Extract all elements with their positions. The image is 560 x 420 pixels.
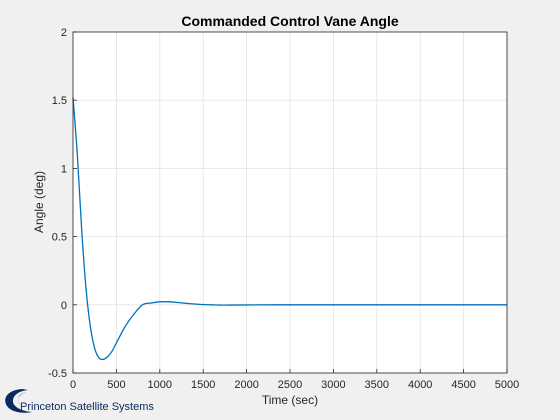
chart-title: Commanded Control Vane Angle (181, 13, 398, 29)
x-tick-label: 5000 (495, 379, 519, 391)
x-tick-label: 1000 (148, 379, 172, 391)
y-tick-label: -0.5 (48, 368, 67, 380)
y-axis-label: Angle (deg) (32, 171, 46, 233)
x-tick-label: 2000 (234, 379, 258, 391)
ticks (72, 31, 508, 374)
x-tick-label: 0 (70, 379, 76, 391)
y-tick-label: 2 (61, 27, 67, 39)
series-layer (72, 97, 507, 361)
y-tick-label: 0.5 (52, 232, 67, 244)
x-tick-label: 3500 (365, 379, 389, 391)
x-axis-label: Time (sec) (262, 393, 318, 407)
x-tick-label: 4000 (408, 379, 432, 391)
x-tick-label: 3000 (321, 379, 345, 391)
series-line (72, 97, 507, 361)
x-tick-label: 2500 (278, 379, 302, 391)
logo-swoosh-icon (5, 389, 32, 413)
x-tick-label: 4500 (451, 379, 475, 391)
x-tick-label: 500 (107, 379, 125, 391)
x-tick-label: 1500 (191, 379, 215, 391)
y-tick-label: 1.5 (52, 95, 67, 107)
logo-text: Princeton Satellite Systems (20, 401, 154, 413)
y-tick-label: 1 (61, 163, 67, 175)
y-tick-label: 0 (61, 300, 67, 312)
logo: Princeton Satellite Systems (5, 389, 154, 413)
tick-labels: 0 500 1000 1500 2000 2500 3000 3500 4000 4500 5000… (48, 27, 519, 391)
